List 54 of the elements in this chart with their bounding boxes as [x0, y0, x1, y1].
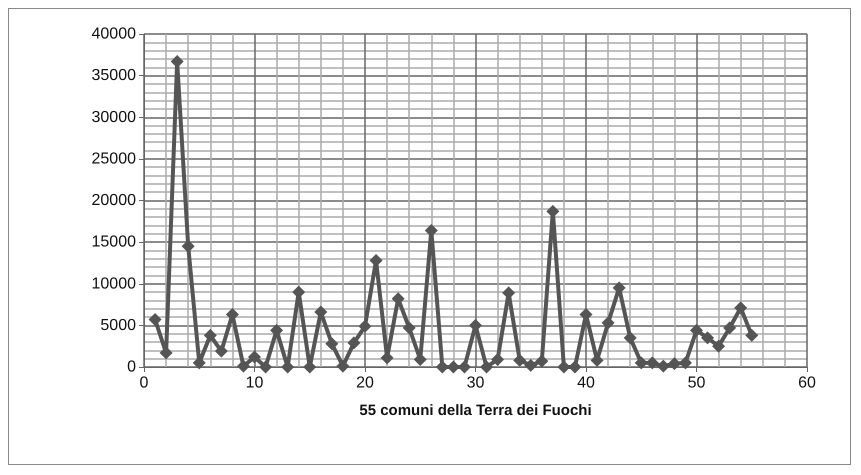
point: [524, 358, 538, 372]
point: [557, 360, 570, 374]
point: [624, 331, 637, 344]
x-tick-label: 20: [356, 374, 374, 392]
x-tick-label: 30: [466, 374, 484, 392]
point: [491, 353, 504, 366]
point: [424, 224, 438, 237]
x-tick-label: 10: [246, 374, 264, 392]
y-tick-label: 35000: [92, 67, 136, 84]
point: [170, 54, 184, 68]
point: [358, 320, 372, 333]
point: [204, 328, 217, 342]
point: [656, 360, 670, 373]
point: [347, 336, 360, 350]
point: [480, 360, 494, 374]
point: [414, 353, 427, 366]
point: [336, 360, 350, 373]
point: [248, 350, 261, 364]
y-tick-label: 10000: [92, 275, 136, 292]
point: [148, 313, 162, 326]
y-tick-label: 25000: [92, 150, 136, 168]
point: [546, 204, 560, 218]
x-tick-label: 40: [577, 374, 595, 392]
point: [734, 301, 748, 314]
x-tick-label: 0: [140, 374, 149, 392]
point: [712, 340, 726, 353]
y-tick-label: 5000: [100, 316, 136, 334]
point: [214, 344, 228, 358]
point: [723, 321, 736, 334]
point: [701, 331, 714, 344]
point: [535, 354, 548, 368]
point: [646, 356, 659, 370]
point: [690, 324, 703, 337]
point: [436, 360, 449, 374]
x-tick-label: 50: [688, 374, 706, 392]
x-axis-title: 55 comuni della Terra dei Fuochi: [359, 402, 592, 419]
y-tick-label: 0: [127, 358, 136, 376]
point: [634, 356, 648, 370]
point: [602, 316, 615, 330]
point: [259, 360, 272, 374]
point: [236, 360, 250, 373]
point: [745, 328, 758, 342]
point: [513, 354, 526, 367]
y-tick-label: 20000: [92, 192, 136, 209]
point: [160, 346, 173, 360]
y-tick-label: 40000: [92, 26, 136, 42]
y-tick-label: 15000: [92, 234, 136, 251]
point: [402, 321, 416, 334]
point: [678, 356, 692, 370]
point: [668, 357, 681, 370]
y-tick-label: 30000: [92, 108, 136, 126]
point: [182, 240, 195, 253]
x-tick-label: 60: [798, 374, 816, 392]
point: [325, 337, 338, 350]
